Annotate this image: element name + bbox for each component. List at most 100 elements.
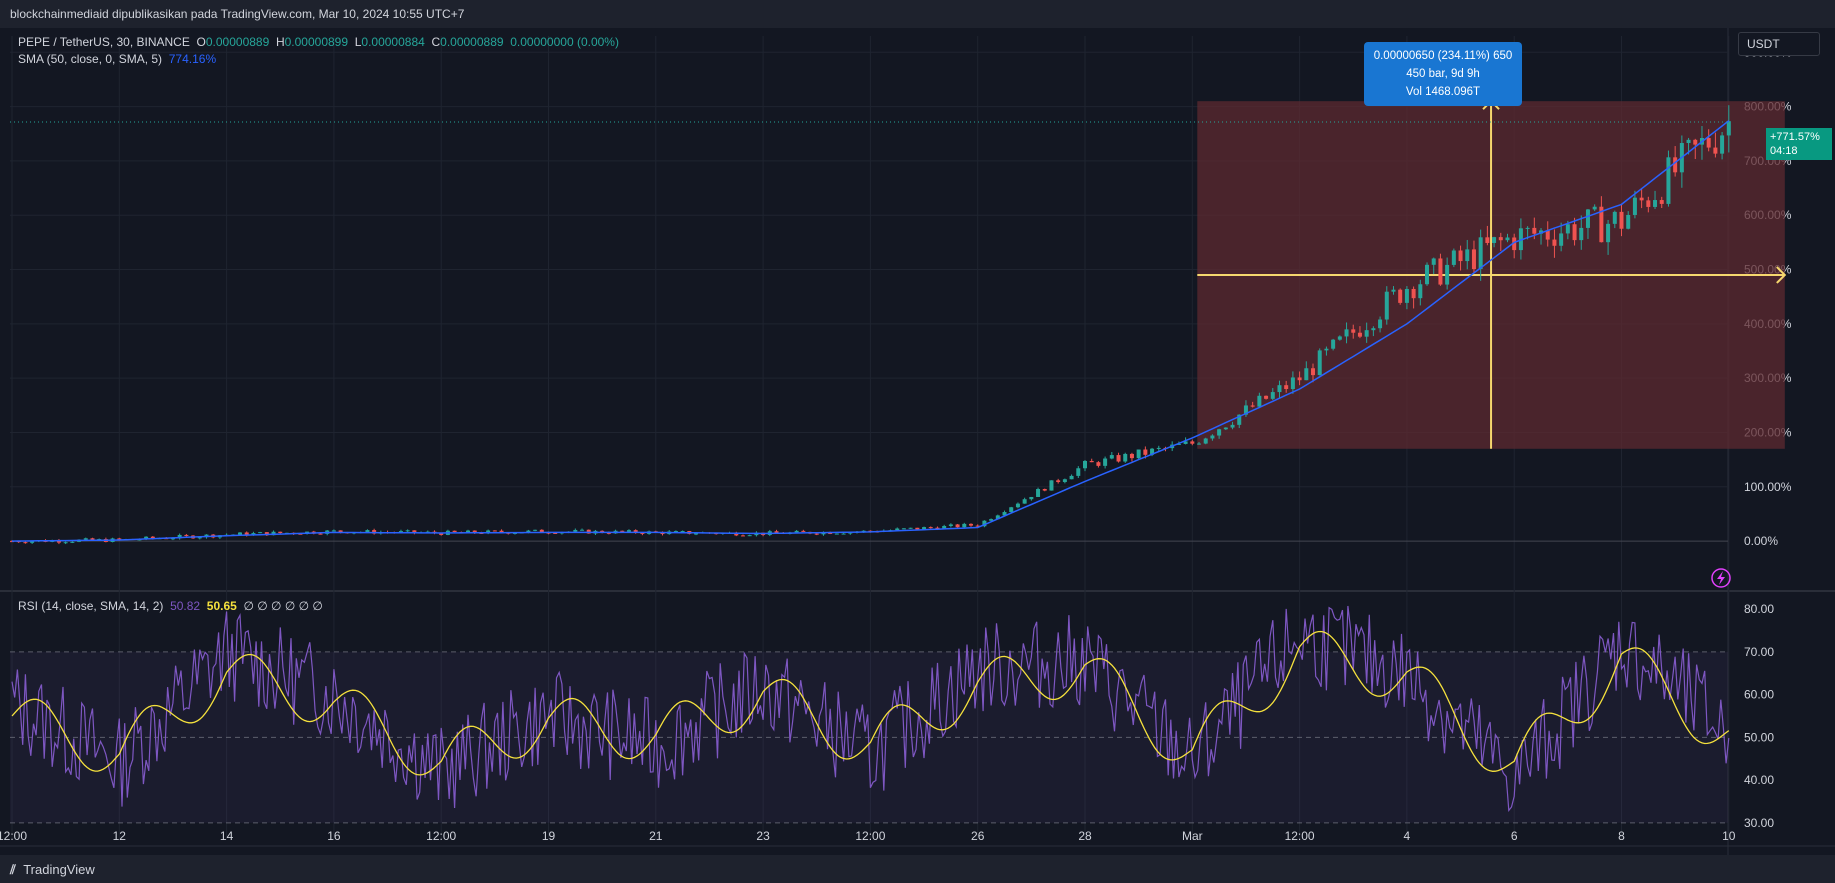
candle-body <box>1357 332 1362 337</box>
candle-body <box>238 532 243 535</box>
candle-body <box>1049 480 1054 491</box>
candle-body <box>1565 224 1570 234</box>
candle-body <box>264 532 269 536</box>
candle-body <box>1606 223 1611 243</box>
time-tick-label: 12:00 <box>426 829 456 843</box>
candle-body <box>1344 329 1349 337</box>
candle-body <box>1492 237 1497 243</box>
candle-body <box>1478 237 1483 270</box>
candle-body <box>982 520 987 527</box>
candle-body <box>1720 135 1725 154</box>
candle-body <box>834 533 839 535</box>
candle-body <box>150 536 155 539</box>
candle-body <box>1451 250 1456 265</box>
measure-volume: Vol 1468.096T <box>1405 86 1481 98</box>
close-label: C <box>431 35 441 49</box>
candle-body <box>1592 206 1597 210</box>
candle-body <box>841 533 846 535</box>
candle-body <box>1284 385 1289 390</box>
candle-body <box>586 529 591 534</box>
footer-brand[interactable]: TradingView <box>23 862 95 877</box>
candle-body <box>539 529 544 533</box>
candle-body <box>184 534 189 536</box>
candle-body <box>1337 336 1342 340</box>
candle-body <box>1532 227 1537 234</box>
candle-body <box>278 531 283 533</box>
candle-body <box>271 531 276 536</box>
price-tick-label: 0.00% <box>1744 534 1778 548</box>
time-tick-label: 23 <box>756 829 770 843</box>
candle-body <box>1297 377 1302 381</box>
price-badge-value: +771.57% <box>1770 131 1820 143</box>
open-label: O <box>196 35 206 49</box>
candle-body <box>1512 237 1517 251</box>
candle-body <box>1398 289 1403 303</box>
candle-body <box>1096 462 1101 466</box>
candle-body <box>331 530 336 532</box>
rsi-sma-line <box>11 630 1730 776</box>
rsi-label[interactable]: RSI (14, close, SMA, 14, 2) <box>18 599 164 613</box>
rsi-tick-label: 30.00 <box>1744 816 1774 830</box>
candle-body <box>1123 453 1128 462</box>
time-tick-label: 4 <box>1404 829 1411 843</box>
candle-body <box>70 541 75 543</box>
candle-body <box>901 528 906 530</box>
tradingview-logo-icon[interactable]: ⫽ <box>10 862 16 877</box>
candle-body <box>1525 227 1530 229</box>
candle-body <box>1176 443 1181 445</box>
candle-body <box>1411 288 1416 299</box>
rsi-legend: RSI (14, close, SMA, 14, 2) 50.82 50.65 … <box>18 599 323 613</box>
candle-body <box>170 538 175 540</box>
candle-body <box>1653 200 1658 207</box>
candle-body <box>1632 197 1637 215</box>
chart-canvas[interactable]: 12:00 12 14 16 12:00 19 21 23 12:00 26 28 Mar 12:00 4… <box>0 0 1835 855</box>
candle-body <box>908 527 913 529</box>
candle-body <box>1431 258 1436 265</box>
candle-body <box>1505 237 1510 241</box>
candle-body <box>1404 288 1409 303</box>
candle-body <box>989 519 994 521</box>
candle-body <box>452 530 457 532</box>
sma-line <box>11 120 1730 542</box>
candle-body <box>1156 447 1161 449</box>
rsi-tick-label: 50.00 <box>1744 730 1774 744</box>
candle-body <box>1270 392 1275 399</box>
candle-body <box>1290 377 1295 390</box>
rsi-sma-value: 50.65 <box>206 599 237 613</box>
time-tick-label: 8 <box>1618 829 1625 843</box>
candle-body <box>1089 460 1094 463</box>
high-value: 0.00000899 <box>284 35 349 49</box>
rsi-tick-label: 80.00 <box>1744 602 1774 616</box>
candle-body <box>1116 455 1121 462</box>
candle-body <box>1418 284 1423 299</box>
candle-body <box>1009 507 1014 513</box>
sma-value: 774.16% <box>168 52 217 66</box>
candle-body <box>1022 499 1027 504</box>
candle-body <box>1129 453 1134 459</box>
candle-body <box>1311 368 1316 376</box>
candle-body <box>801 530 806 532</box>
currency-button[interactable]: USDT <box>1738 32 1820 56</box>
candle-body <box>962 523 967 528</box>
candle-body <box>580 529 585 531</box>
candle-body <box>1103 458 1108 466</box>
symbol-label[interactable]: PEPE / TetherUS, 30, BINANCE <box>18 35 190 49</box>
candle-body <box>398 531 403 533</box>
candle-body <box>626 530 631 532</box>
candle-body <box>1391 289 1396 292</box>
candle-body <box>466 530 471 533</box>
candle-body <box>412 530 417 533</box>
price-tick-label: 100.00% <box>1744 480 1792 494</box>
candle-body <box>1304 368 1309 381</box>
candle-body <box>30 541 35 543</box>
candle-body <box>1056 480 1061 483</box>
high-label: H <box>275 35 285 49</box>
rsi-tick-label: 70.00 <box>1744 645 1774 659</box>
candle-body <box>499 530 504 533</box>
sma-label[interactable]: SMA (50, close, 0, SMA, 5) <box>18 52 163 66</box>
candle-body <box>1351 329 1356 333</box>
candle-body <box>915 527 920 530</box>
candle-body <box>1042 489 1047 491</box>
candle-body <box>1706 138 1711 148</box>
measure-tooltip: 0.00000650 (234.11%) 650 450 bar, 9d 9h … <box>1364 42 1522 106</box>
